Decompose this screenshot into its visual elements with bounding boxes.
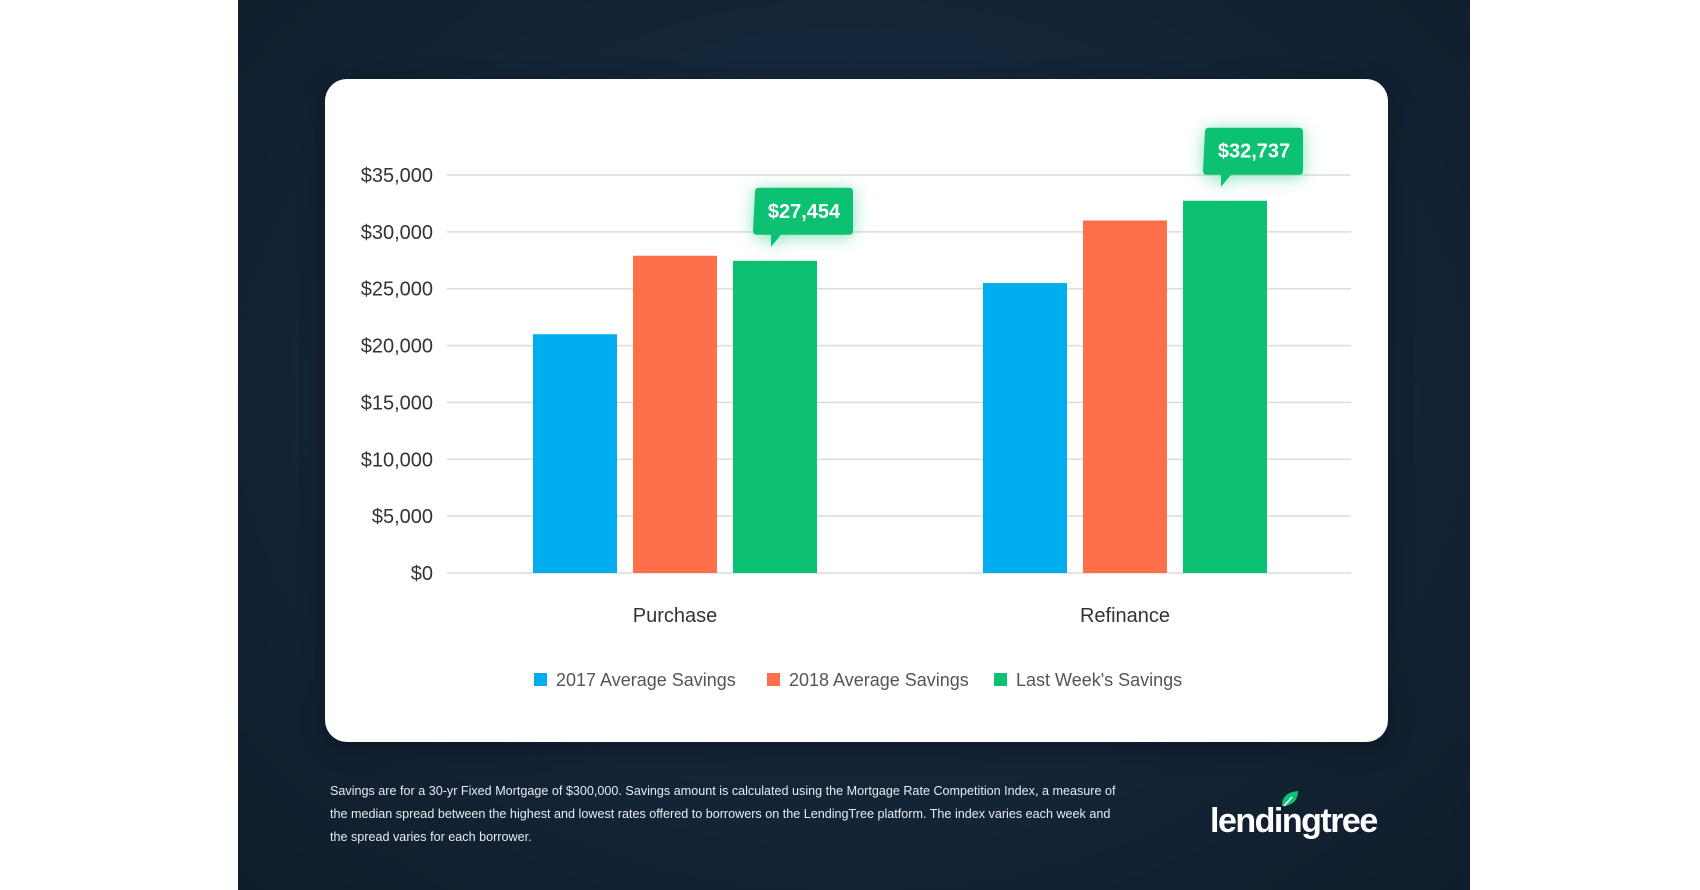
y-tick-label: $35,000: [361, 165, 433, 187]
legend-swatch: [994, 673, 1007, 686]
y-tick-label: $25,000: [361, 279, 433, 301]
logo-text: lendingtree: [1210, 802, 1378, 840]
y-tick-label: $10,000: [361, 449, 433, 471]
category-label: Refinance: [1080, 605, 1170, 627]
bar-purchase-2: [733, 260, 817, 573]
footnote: Savings are for a 30-yr Fixed Mortgage o…: [330, 784, 1116, 844]
bar-purchase-1: [633, 255, 717, 574]
y-tick-label: $30,000: [361, 222, 433, 244]
y-tick-label: $20,000: [361, 336, 433, 358]
y-tick-label: $5,000: [372, 506, 433, 528]
legend-label: Last Week's Savings: [1016, 670, 1182, 690]
bar-refinance-0: [983, 283, 1067, 573]
lendingtree-logo: lendingtree: [1210, 790, 1385, 840]
value-callout: [753, 187, 853, 247]
legend-swatch: [534, 673, 547, 686]
value-callout: [1203, 127, 1303, 187]
y-tick-label: $0: [411, 563, 433, 585]
legend-swatch: [767, 673, 780, 686]
bar-purchase-0: [533, 334, 617, 573]
bar-refinance-2: [1183, 200, 1267, 574]
callout-label: $27,454: [768, 201, 841, 223]
leaf-icon: [1282, 791, 1298, 807]
category-label: Purchase: [633, 605, 718, 627]
bar-refinance-1: [1083, 220, 1167, 573]
legend-label: 2018 Average Savings: [789, 670, 969, 690]
legend-label: 2017 Average Savings: [556, 670, 736, 690]
callout-label: $32,737: [1218, 141, 1290, 163]
y-tick-label: $15,000: [361, 392, 433, 414]
